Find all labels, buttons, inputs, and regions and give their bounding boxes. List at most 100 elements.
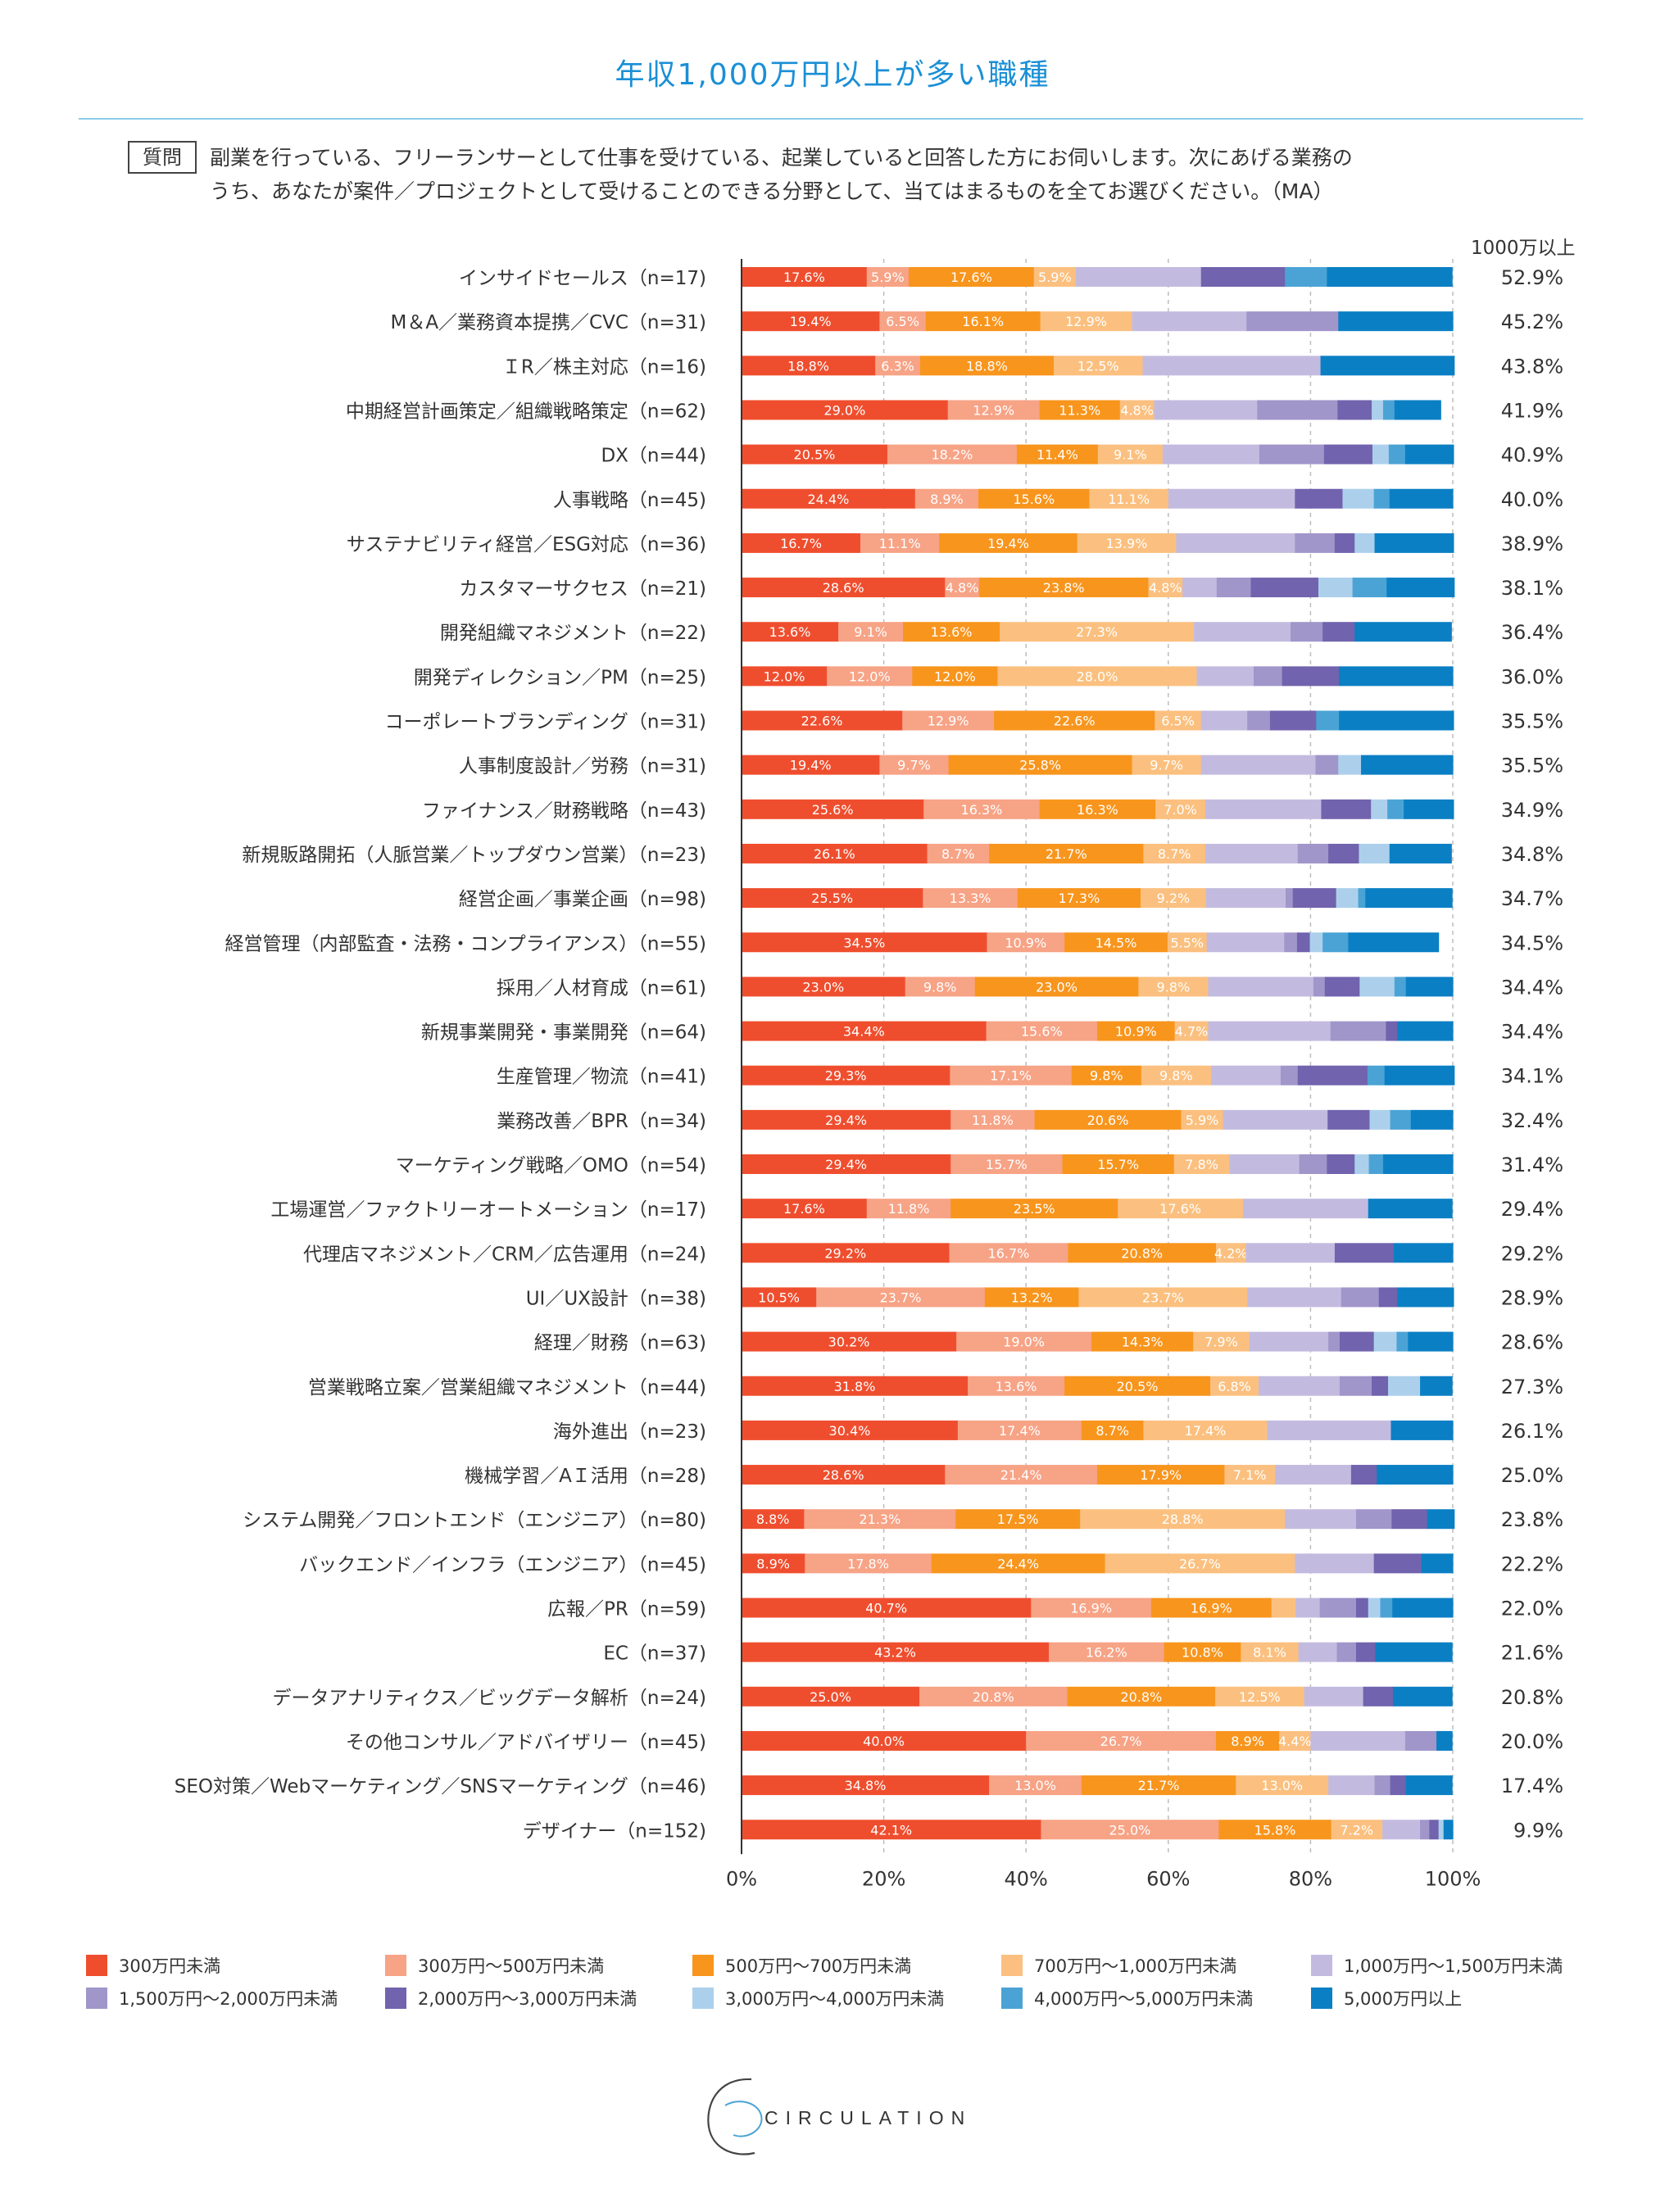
bar-segment bbox=[1224, 1465, 1276, 1485]
bar-segment bbox=[1438, 1820, 1445, 1840]
row-label: コーポレートブランディング（n=31) bbox=[385, 712, 706, 733]
row-label: 経営企画／事業企画（n=98) bbox=[459, 889, 706, 910]
bar-segment bbox=[1229, 1154, 1300, 1174]
bar-segment bbox=[1315, 755, 1339, 775]
legend-swatch bbox=[385, 1988, 406, 2009]
legend-swatch bbox=[1311, 1988, 1332, 2009]
bar-segment bbox=[742, 932, 988, 953]
legend-item: 1,500万円～2,000万円未満 bbox=[86, 1987, 338, 2010]
bar-segment bbox=[1097, 1021, 1176, 1041]
bar-segment bbox=[742, 1109, 951, 1130]
bar-segment bbox=[1040, 311, 1133, 332]
row-total-label: 38.9% bbox=[1501, 533, 1563, 555]
segment-label: 29.3% bbox=[825, 1068, 867, 1084]
bar-segment bbox=[1354, 1154, 1370, 1174]
row-label: 人事制度設計／労務（n=31) bbox=[459, 756, 706, 777]
bar-segment bbox=[1304, 1686, 1364, 1707]
segment-label: 15.7% bbox=[1097, 1157, 1139, 1172]
row-label: バックエンド／インフラ（エンジニア）（n=45) bbox=[299, 1554, 706, 1575]
bar-segment bbox=[1215, 1730, 1280, 1751]
row-label: UI／UX設計（n=38) bbox=[526, 1288, 706, 1309]
bar-segment bbox=[1067, 1686, 1216, 1707]
segment-label: 13.6% bbox=[769, 624, 811, 640]
segment-label: 17.5% bbox=[997, 1512, 1039, 1527]
bar-segment bbox=[949, 1243, 1069, 1263]
row-total-label: 25.0% bbox=[1501, 1464, 1563, 1487]
bar-segment bbox=[742, 444, 888, 465]
bar-segment bbox=[923, 799, 1041, 819]
segment-label: 8.1% bbox=[1253, 1645, 1286, 1661]
bar-segment bbox=[742, 1154, 951, 1174]
segment-label: 17.3% bbox=[1058, 891, 1100, 906]
segment-label: 23.7% bbox=[1142, 1290, 1184, 1305]
segment-label: 23.7% bbox=[880, 1290, 922, 1305]
segment-label: 6.3% bbox=[881, 358, 914, 374]
bar-segment bbox=[905, 977, 976, 997]
bar-segment bbox=[742, 1509, 805, 1530]
bar-segment bbox=[1138, 977, 1209, 997]
bar-segment bbox=[1338, 755, 1362, 775]
bar-segment bbox=[1241, 1642, 1300, 1662]
bar-segment bbox=[1389, 488, 1454, 509]
bar-segment bbox=[1205, 799, 1322, 819]
legend-label: 2,000万円～3,000万円未満 bbox=[418, 1989, 637, 2009]
legend-label: 1,000万円～1,500万円未満 bbox=[1344, 1956, 1563, 1976]
segment-label: 25.0% bbox=[1109, 1822, 1151, 1838]
bar-segment bbox=[1292, 888, 1337, 909]
segment-label: 9.8% bbox=[1157, 979, 1191, 995]
segment-label: 30.2% bbox=[828, 1335, 870, 1350]
bar-segment bbox=[1394, 977, 1407, 997]
segment-label: 31.8% bbox=[834, 1379, 876, 1394]
bar-segment bbox=[1295, 1553, 1375, 1574]
bar-segment bbox=[1322, 932, 1350, 953]
row-total-label: 21.6% bbox=[1501, 1642, 1563, 1665]
segment-label: 13.2% bbox=[1011, 1290, 1053, 1305]
segment-label: 9.1% bbox=[1114, 447, 1147, 463]
bar-segment bbox=[1280, 1065, 1299, 1086]
segment-label: 17.6% bbox=[783, 1201, 825, 1217]
bar-segment bbox=[742, 1376, 969, 1396]
bar-segment bbox=[742, 1065, 950, 1086]
row-total-label: 34.8% bbox=[1501, 843, 1563, 866]
bar-segment bbox=[1295, 533, 1336, 553]
segment-label: 18.8% bbox=[787, 358, 829, 374]
bar-segment bbox=[1295, 488, 1344, 509]
segment-label: 27.3% bbox=[1076, 624, 1118, 640]
bar-segment bbox=[1259, 444, 1325, 465]
bar-segment bbox=[742, 1465, 946, 1485]
row-total-label: 29.4% bbox=[1501, 1198, 1563, 1221]
bar-segment bbox=[1420, 1820, 1430, 1840]
segment-label: 16.7% bbox=[988, 1245, 1030, 1261]
segment-label: 4.8% bbox=[946, 580, 979, 596]
bar-segment bbox=[1365, 888, 1453, 909]
bar-segment bbox=[1429, 1820, 1440, 1840]
segment-label: 13.6% bbox=[996, 1379, 1037, 1394]
bar-segment bbox=[1350, 1465, 1377, 1485]
segment-label: 16.2% bbox=[1086, 1645, 1127, 1661]
bar-segment bbox=[1388, 444, 1406, 465]
bar-segment bbox=[1155, 710, 1202, 731]
row-label: 代理店マネジメント／CRM／広告運用（n=24) bbox=[303, 1244, 706, 1265]
bar-segment bbox=[1173, 1154, 1231, 1174]
row-label: 機械学習／AＩ活用（n=28) bbox=[465, 1466, 706, 1487]
row-label: カスタマーサクセス（n=21) bbox=[459, 578, 706, 600]
segment-label: 15.8% bbox=[1254, 1822, 1296, 1838]
bar-segment bbox=[887, 444, 1018, 465]
bar-segment bbox=[838, 622, 904, 642]
bar-segment bbox=[1168, 488, 1295, 509]
bar-segment bbox=[948, 755, 1133, 775]
segment-label: 9.8% bbox=[1159, 1068, 1193, 1084]
segment-label: 10.5% bbox=[758, 1290, 800, 1305]
bar-segment bbox=[1181, 1109, 1224, 1130]
bar-segment bbox=[1271, 1598, 1296, 1618]
bar-segment bbox=[1259, 1376, 1341, 1396]
bar-segment bbox=[1141, 1065, 1212, 1086]
bar-segment bbox=[1299, 1154, 1327, 1174]
segment-label: 9.1% bbox=[854, 624, 887, 640]
bar-segment bbox=[1372, 444, 1390, 465]
segment-label: 11.8% bbox=[888, 1201, 930, 1217]
segment-label: 13.3% bbox=[950, 891, 991, 906]
bar-segment bbox=[742, 622, 839, 642]
row-total-label: 20.0% bbox=[1501, 1730, 1563, 1753]
segment-label: 19.0% bbox=[1003, 1335, 1045, 1350]
